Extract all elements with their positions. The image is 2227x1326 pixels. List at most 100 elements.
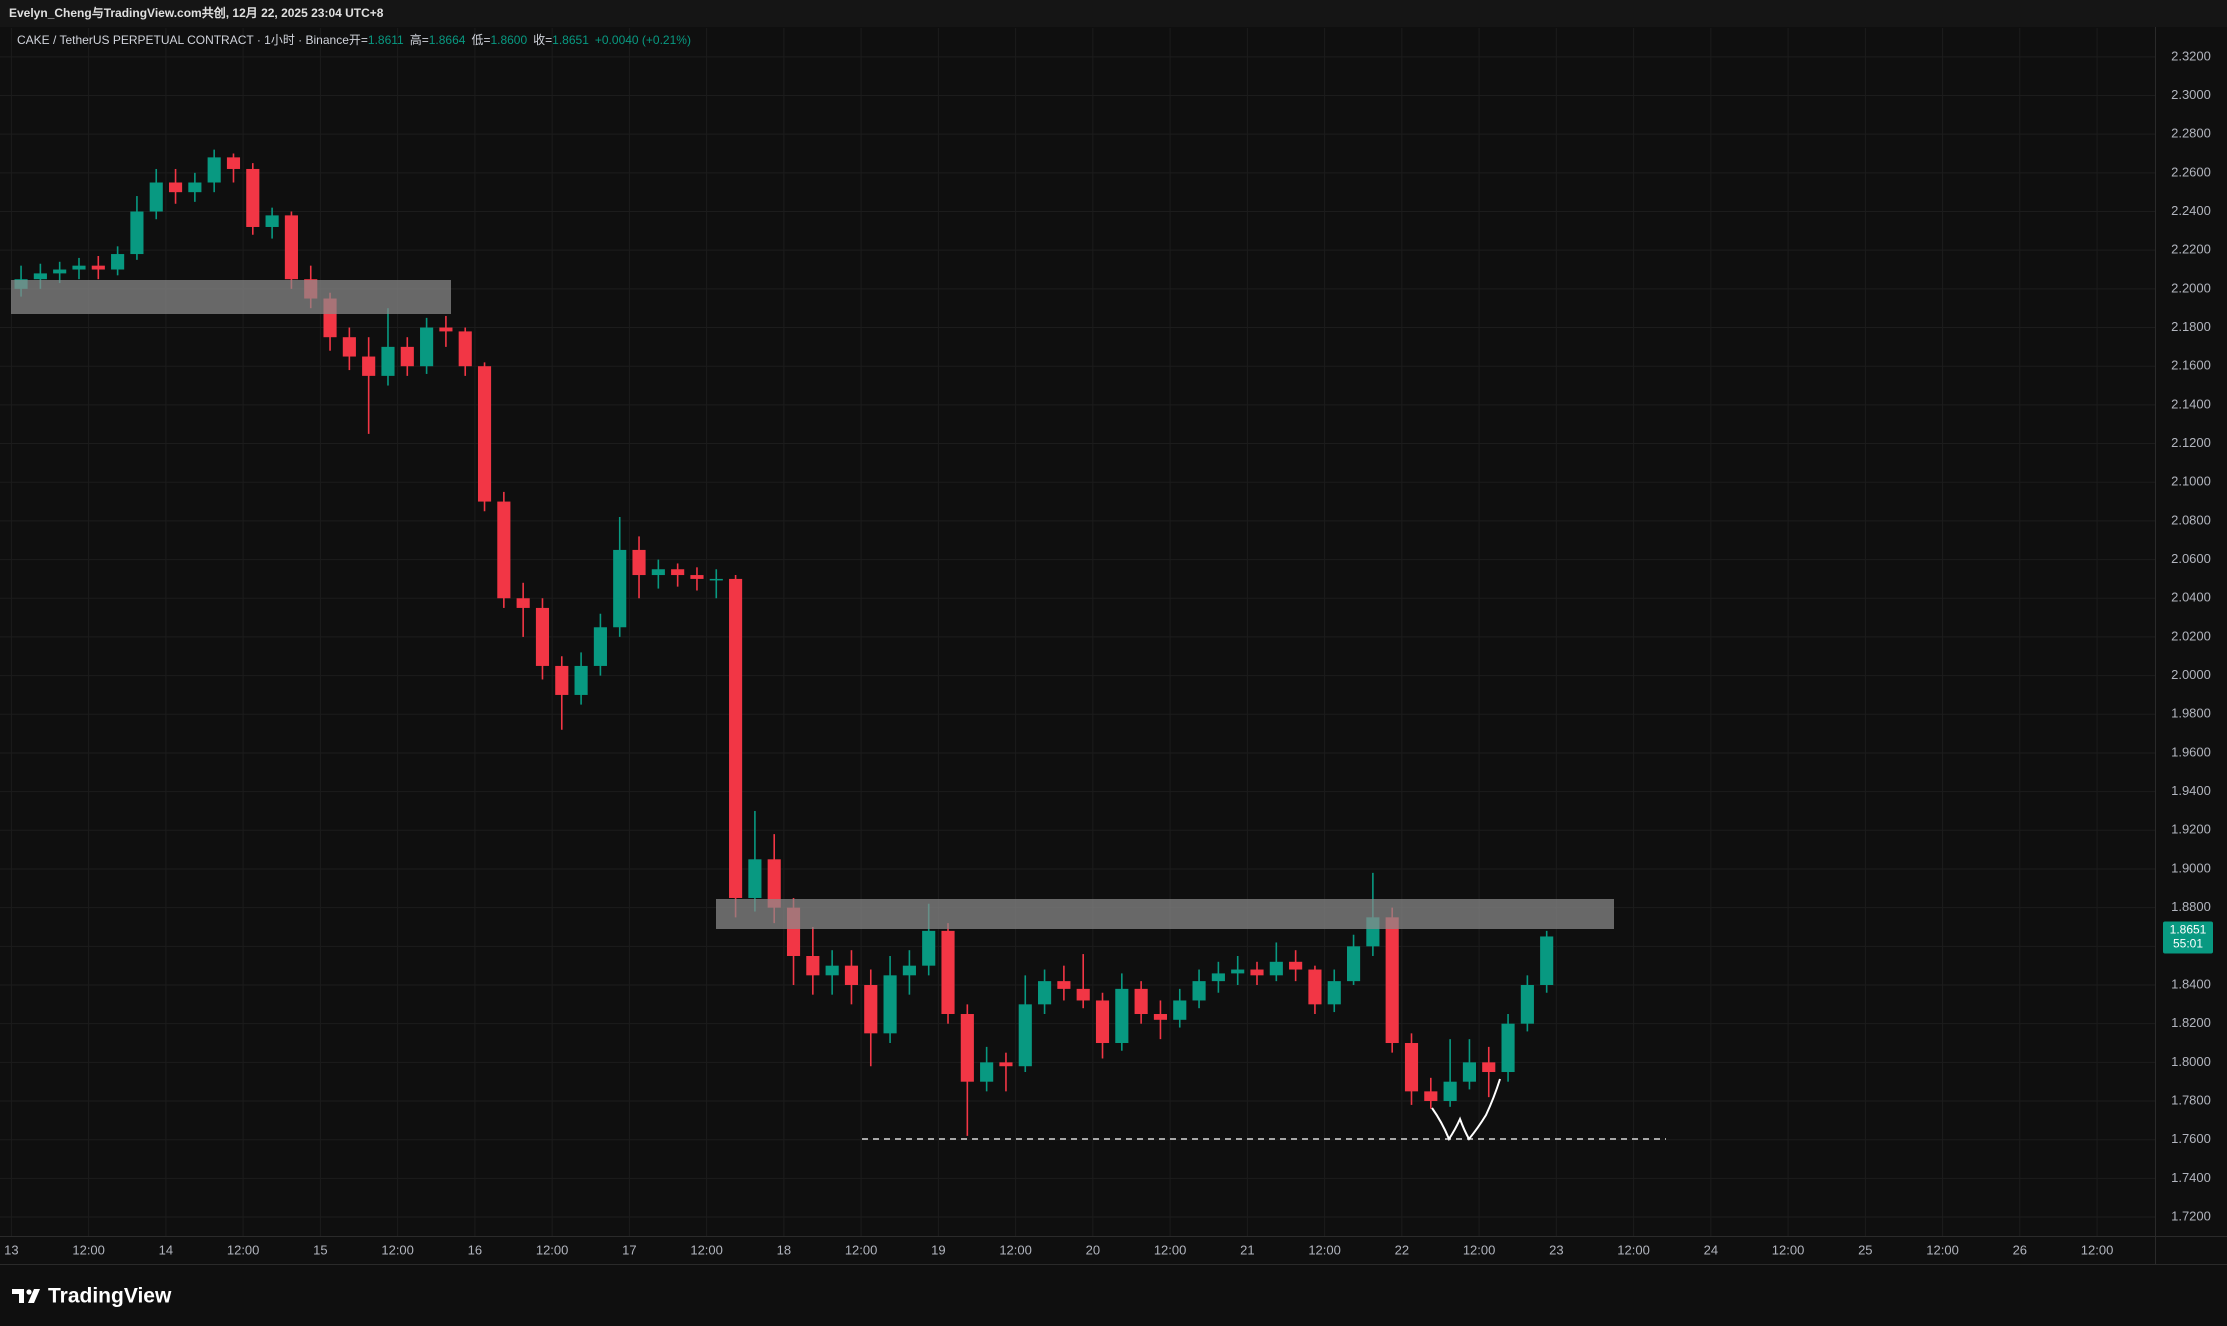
x-tick-label: 12:00 xyxy=(536,1242,569,1257)
candle-body xyxy=(1018,1004,1032,1067)
x-tick-label: 12:00 xyxy=(1772,1242,1805,1257)
candle-body xyxy=(1153,1014,1168,1020)
zone xyxy=(716,899,1614,929)
y-tick-label: 1.9000 xyxy=(2171,860,2211,875)
drawings xyxy=(11,280,1666,1142)
ohlc-label: 开= xyxy=(349,33,368,47)
y-tick-label: 1.8800 xyxy=(2171,899,2211,914)
candle-body xyxy=(902,965,916,976)
x-tick-label: 12:00 xyxy=(1617,1242,1650,1257)
hand-drawn-w xyxy=(1431,1078,1501,1142)
x-tick-label: 12:00 xyxy=(2081,1242,2114,1257)
candle-body xyxy=(458,331,472,367)
candles xyxy=(14,149,1554,1136)
candle-body xyxy=(1115,988,1129,1044)
candle-body xyxy=(420,327,434,367)
x-tick-label: 19 xyxy=(931,1242,945,1257)
candle-body xyxy=(111,254,125,270)
y-tick-label: 2.1200 xyxy=(2171,435,2211,450)
candle-body xyxy=(477,366,492,502)
ohlc: 开=1.8611 高=1.8664 低=1.8600 收=1.8651 +0.0040 … xyxy=(349,32,691,47)
candle-body xyxy=(33,273,47,280)
y-tick-label: 2.0800 xyxy=(2171,512,2211,527)
x-tick-label: 12:00 xyxy=(1308,1242,1341,1257)
symbol: CAKE / TetherUS PERPETUAL CONTRACT · 1小时… xyxy=(17,33,349,47)
candle-body xyxy=(574,665,588,695)
y-tick-label: 2.3000 xyxy=(2171,87,2211,102)
x-tick-label: 21 xyxy=(1240,1242,1254,1257)
y-tick-label: 2.1600 xyxy=(2171,358,2211,373)
candle-body xyxy=(729,578,743,898)
candle-body xyxy=(362,356,376,376)
x-tick-label: 14 xyxy=(159,1242,173,1257)
x-tick-label: 20 xyxy=(1086,1242,1100,1257)
candle-body xyxy=(825,965,839,976)
candle-body xyxy=(1462,1062,1477,1082)
ohlc-label: 低= xyxy=(471,33,490,47)
candle-body xyxy=(1424,1091,1438,1102)
candle-body xyxy=(806,955,820,976)
ohlc-value: 1.8664 xyxy=(429,33,466,47)
candle-body xyxy=(439,327,453,332)
x-tick-label: 25 xyxy=(1858,1242,1872,1257)
footer-line xyxy=(0,1264,2227,1265)
candle-body xyxy=(709,578,723,581)
top-bar xyxy=(0,0,2227,27)
y-tick-label: 2.1000 xyxy=(2171,474,2211,489)
logo-mark xyxy=(12,1289,40,1303)
candle-body xyxy=(53,269,67,274)
candle-body xyxy=(593,627,607,666)
x-axis-line xyxy=(0,1236,2227,1237)
candle-body xyxy=(671,569,685,576)
candle-body xyxy=(516,598,530,608)
candle-body xyxy=(1250,969,1264,976)
y-tick-label: 1.9600 xyxy=(2171,744,2211,759)
zone xyxy=(11,280,451,314)
candle-body xyxy=(922,930,936,966)
candle-body xyxy=(497,501,511,599)
candle-body xyxy=(1327,981,1341,1005)
candle-body xyxy=(342,337,356,357)
candle-body xyxy=(1308,969,1322,1005)
y-tick-label: 2.2200 xyxy=(2171,242,2211,257)
candle-body xyxy=(748,859,762,898)
y-tick-label: 2.2400 xyxy=(2171,203,2211,218)
x-tick-label: 13 xyxy=(4,1242,18,1257)
candle-body xyxy=(207,157,221,183)
x-tick-label: 12:00 xyxy=(690,1242,723,1257)
y-tick-label: 1.7600 xyxy=(2171,1131,2211,1146)
candle-body xyxy=(1192,981,1206,1001)
y-tick-label: 1.7800 xyxy=(2171,1092,2211,1107)
candle-body xyxy=(1482,1062,1496,1073)
last-price-tag xyxy=(2163,921,2213,954)
x-tick-label: 12:00 xyxy=(227,1242,260,1257)
x-tick-label: 16 xyxy=(468,1242,482,1257)
y-tick-label: 2.0200 xyxy=(2171,628,2211,643)
x-tick-label: 12:00 xyxy=(845,1242,878,1257)
brand: TradingView xyxy=(48,1285,172,1308)
candle-body xyxy=(535,607,550,666)
logo: TradingView xyxy=(12,1285,172,1308)
y-tick-label: 1.9400 xyxy=(2171,783,2211,798)
candle-body xyxy=(1385,917,1399,1044)
candle-body xyxy=(284,215,298,280)
candle-body xyxy=(72,265,86,270)
change: +0.0040 (+0.21%) xyxy=(595,33,691,47)
y-tick-label: 1.7400 xyxy=(2171,1170,2211,1185)
x-tick-label: 15 xyxy=(313,1242,327,1257)
candle-body xyxy=(651,569,665,576)
candle-body xyxy=(168,182,183,193)
candle-body xyxy=(91,265,105,270)
candle-body xyxy=(767,859,781,908)
last-price: 1.8651 xyxy=(2170,923,2207,937)
ohlc-label: 收= xyxy=(533,33,552,47)
ohlc-value: 1.8611 xyxy=(368,33,404,47)
y-tick-label: 2.3200 xyxy=(2171,48,2211,63)
y-tick-label: 2.0400 xyxy=(2171,590,2211,605)
x-tick-label: 12:00 xyxy=(1926,1242,1959,1257)
candle-body xyxy=(1095,1000,1110,1044)
candle-body xyxy=(400,346,414,367)
